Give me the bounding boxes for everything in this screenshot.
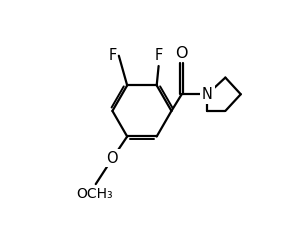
Text: O: O [107,151,118,166]
Text: OCH₃: OCH₃ [76,187,113,201]
Text: F: F [109,48,117,63]
Text: O: O [176,46,188,61]
Text: F: F [154,48,163,63]
Text: N: N [202,87,213,102]
